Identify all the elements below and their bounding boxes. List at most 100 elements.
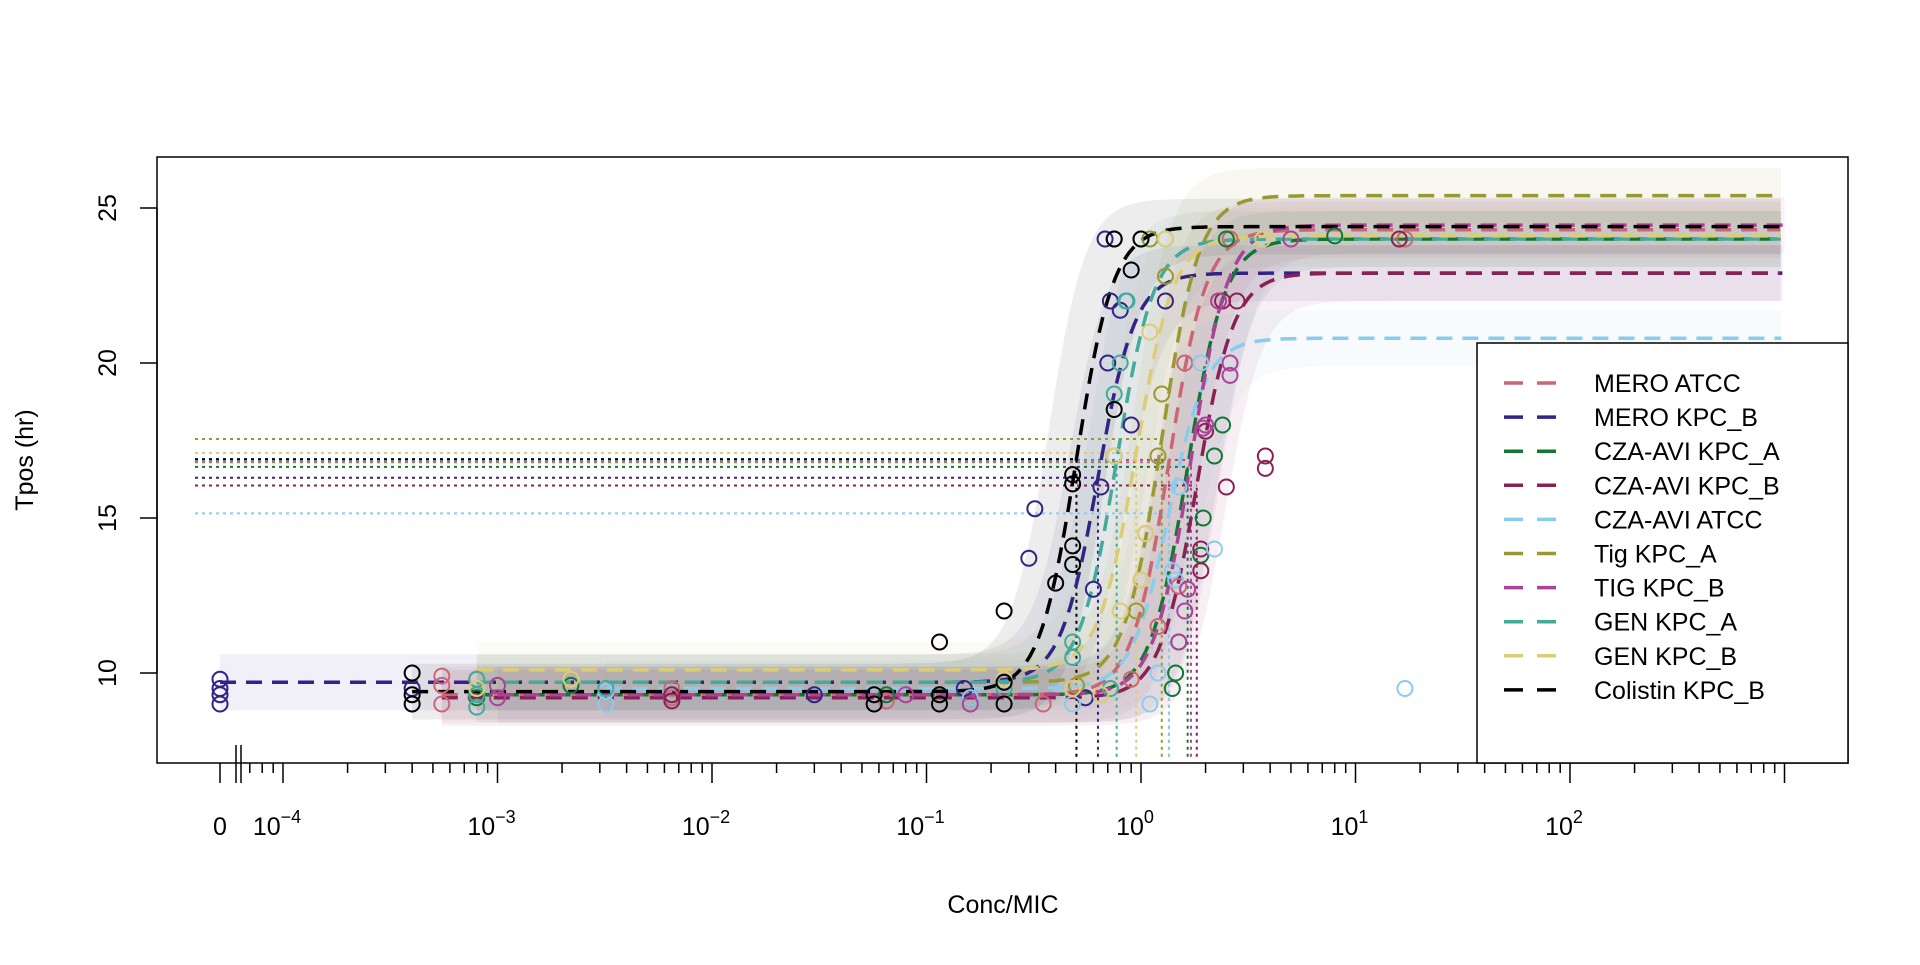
legend-label: TIG KPC_B: [1594, 575, 1725, 603]
data-point: [955, 680, 973, 697]
data-point: [1197, 416, 1215, 434]
data-point: [995, 695, 1013, 713]
data-point: [663, 680, 681, 697]
y-axis-label: Tpos (hr): [11, 409, 39, 510]
data-point: [1141, 695, 1159, 713]
fit-curve: [412, 224, 1781, 694]
data-point: [1179, 580, 1197, 598]
data-point: [663, 686, 681, 704]
data-point: [1210, 292, 1228, 310]
data-point: [961, 689, 979, 707]
legend-item: Colistin KPC_B: [1504, 677, 1765, 705]
data-point: [1105, 447, 1123, 465]
x-tick-label: 101: [1331, 807, 1369, 841]
data-point: [1156, 230, 1174, 248]
y-tick-label: 20: [94, 349, 122, 377]
legend-label: Tig KPC_A: [1594, 541, 1717, 569]
data-point: [1217, 478, 1235, 496]
data-point: [1064, 633, 1082, 651]
data-point: [1127, 602, 1145, 620]
data-point: [1141, 323, 1159, 341]
x-tick-label: 10−2: [682, 807, 730, 841]
data-point: [1176, 354, 1194, 372]
data-point: [897, 686, 915, 704]
data-point: [1034, 695, 1052, 713]
data-point: [1122, 670, 1140, 688]
data-point: [1064, 537, 1082, 555]
legend-item: GEN KPC_A: [1504, 609, 1737, 637]
data-point: [1096, 230, 1114, 248]
legend-item: TIG KPC_B: [1504, 575, 1725, 603]
data-point: [1390, 230, 1408, 248]
legend-label: CZA-AVI ATCC: [1594, 506, 1763, 534]
data-point: [663, 692, 681, 710]
data-point: [1064, 475, 1082, 493]
data-point: [1149, 618, 1167, 635]
data-point: [1118, 292, 1136, 310]
legend-item: GEN KPC_B: [1504, 643, 1737, 671]
confidence-band: [476, 167, 1781, 711]
data-point: [1228, 292, 1246, 310]
data-point: [1026, 500, 1044, 518]
confidence-band: [441, 201, 1781, 723]
data-point: [489, 689, 506, 707]
data-point: [1067, 676, 1085, 694]
legend-item: CZA-AVI KPC_B: [1504, 472, 1780, 500]
data-point: [1132, 230, 1150, 248]
data-point: [805, 686, 823, 704]
data-point: [1256, 459, 1274, 477]
data-point: [877, 686, 895, 704]
data-point: [1092, 686, 1110, 704]
data-point: [1326, 227, 1344, 245]
data-point: [1167, 664, 1185, 682]
data-point: [1156, 292, 1174, 310]
data-point: [403, 686, 421, 704]
data-point: [961, 695, 979, 713]
ec50-reference-lines: [195, 437, 1198, 757]
data-point: [1111, 354, 1129, 372]
y-tick-label: 15: [94, 504, 122, 532]
data-point: [1217, 230, 1235, 248]
data-point: [1084, 580, 1102, 598]
confidence-band: [220, 245, 1783, 711]
data-point: [1132, 571, 1150, 589]
legend-item: CZA-AVI ATCC: [1504, 506, 1763, 534]
data-point: [562, 676, 580, 694]
data-point: [1064, 466, 1082, 484]
data-point: [931, 695, 949, 713]
data-point: [1221, 354, 1239, 372]
legend-label: MERO KPC_B: [1594, 404, 1758, 432]
data-point: [1092, 478, 1110, 496]
fit-curve: [476, 237, 1781, 685]
legend-item: MERO ATCC: [1504, 370, 1741, 398]
data-point: [468, 698, 486, 716]
y-axis: 10 15 20 25: [94, 194, 158, 687]
legend-item: CZA-AVI KPC_A: [1504, 438, 1780, 466]
data-point: [211, 670, 229, 688]
data-point: [1170, 478, 1188, 496]
y-tick-label: 10: [94, 659, 122, 687]
data-point: [1020, 549, 1038, 567]
data-point: [211, 680, 229, 697]
legend-label: GEN KPC_B: [1594, 643, 1737, 671]
data-point: [931, 633, 949, 651]
data-point: [403, 695, 421, 713]
x-tick-label: 102: [1545, 807, 1583, 841]
data-point: [1205, 540, 1223, 558]
data-point: [931, 686, 949, 704]
data-point: [1214, 416, 1232, 434]
data-points: [211, 227, 1414, 716]
legend-label: Colistin KPC_B: [1594, 677, 1765, 705]
data-point: [1064, 680, 1082, 697]
x-tick-label: 10−3: [467, 807, 515, 841]
x-tick-label: 10−4: [253, 807, 301, 841]
data-point: [1192, 540, 1210, 558]
data-point: [1149, 664, 1167, 682]
x-tick-label: 10−1: [896, 807, 944, 841]
data-point: [1163, 680, 1181, 697]
data-point: [562, 670, 580, 688]
data-point: [1105, 230, 1123, 248]
data-point: [403, 664, 421, 682]
fit-curve: [476, 234, 1781, 672]
data-point: [597, 680, 615, 697]
